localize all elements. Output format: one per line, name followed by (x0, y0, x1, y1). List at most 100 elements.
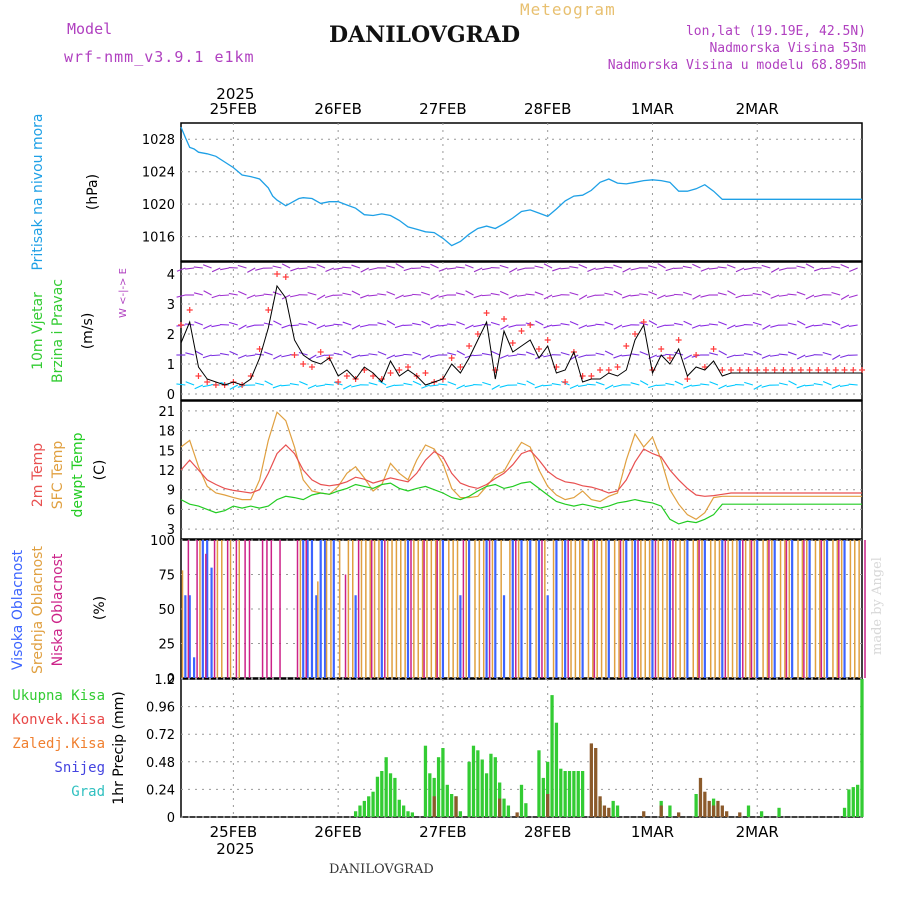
wind-barb (735, 267, 745, 273)
wind-barb (735, 324, 745, 328)
wind-barb (778, 353, 788, 356)
gust-marker (588, 373, 595, 379)
gust-marker (693, 352, 700, 358)
wind-barb (193, 266, 203, 269)
wind-barb (796, 384, 806, 389)
wind-barb (848, 294, 858, 299)
temp2m-line (180, 444, 862, 497)
temp-unit: (C) (92, 460, 108, 481)
wind-barb (849, 267, 858, 273)
wind-barb (394, 354, 404, 358)
total-precip-bar (393, 777, 397, 817)
wind-barb (421, 354, 431, 360)
wind-barb (587, 267, 596, 273)
gust-marker (614, 364, 621, 370)
wind-barb (229, 384, 239, 390)
x-tick-label-top: 2MAR (736, 100, 779, 118)
total-precip-bar (423, 745, 428, 817)
wind-barb (185, 267, 195, 270)
gust-marker (178, 322, 184, 328)
x-tick-label-bottom: 27FEB (419, 823, 466, 841)
wind-barb (368, 382, 378, 386)
wind-barb (359, 324, 369, 328)
wind-barb (717, 266, 727, 269)
wind-barb (761, 290, 771, 296)
wind-barb (368, 294, 378, 297)
wind-barb (316, 324, 326, 330)
wind-barb (700, 324, 710, 327)
wind-barb (255, 267, 265, 271)
low-cloud-axis-title: Niska Oblacnost (50, 553, 66, 666)
wind-barb (359, 354, 369, 357)
gust-marker (274, 271, 281, 277)
wind-barb (727, 324, 736, 330)
x-tick-label-bottom: 25FEB (210, 823, 257, 841)
total-precip-bar (476, 750, 480, 817)
wind-barb (430, 294, 439, 300)
wind-barb (377, 351, 387, 356)
total-precip-bar (362, 800, 366, 817)
wind-barb (273, 320, 282, 326)
wind-barb (543, 384, 553, 387)
wind-barb (744, 381, 754, 386)
wind-barb (500, 324, 509, 330)
wind-barb (272, 265, 282, 269)
wind-barb (412, 293, 422, 296)
wind-barb (516, 353, 526, 356)
conv-precip-bar (707, 800, 711, 817)
gust-marker (684, 376, 691, 382)
wind-barb (473, 354, 483, 357)
wind-barb (752, 321, 762, 326)
wind-barb (595, 352, 605, 356)
wind-barb (333, 267, 343, 270)
conv-precip-bar (659, 805, 663, 817)
wind-barb (727, 290, 736, 296)
model-name: wrf-nmm_v3.9.1 e1km (64, 48, 255, 66)
wind-barb (692, 294, 701, 300)
wind-barb (508, 294, 518, 299)
gust-marker (204, 379, 211, 385)
wind-barb (525, 351, 535, 356)
wind-barb (211, 294, 221, 299)
wind-barb (848, 324, 858, 327)
elevation-label: Nadmorska Visina 53m (709, 41, 866, 56)
x-tick-label-top: 26FEB (314, 100, 361, 118)
wind-barb (429, 324, 439, 329)
wind-barb (552, 267, 561, 272)
total-precip-bar (615, 805, 620, 817)
y-tick-label: 2 (167, 328, 175, 343)
gust-marker (396, 367, 403, 373)
conv-precip-bar (515, 812, 519, 817)
wind-barb (648, 291, 658, 296)
wind-barb (543, 324, 553, 329)
snow-label: Snijeg (54, 760, 105, 776)
wind-barb (447, 267, 457, 270)
wind-barb (324, 383, 334, 386)
wind-barb (281, 354, 291, 358)
wind-barb (456, 321, 465, 326)
y-tick-label: 25 (158, 638, 175, 653)
conv-precip-bar (589, 743, 593, 817)
gust-marker (370, 373, 377, 379)
wind-barb (247, 267, 256, 273)
pressure-panel-frame (180, 122, 863, 262)
total-precip-bar (371, 791, 375, 817)
wind-barb (220, 267, 230, 271)
wind-barb (272, 384, 282, 389)
wind-barb (726, 354, 736, 359)
wind-barb (491, 350, 500, 356)
gust-marker (405, 364, 411, 370)
wind-barb (395, 263, 404, 269)
gust-marker (719, 367, 726, 373)
gust-marker (736, 367, 743, 373)
wind-barb (202, 384, 212, 388)
conv-precip-bar (607, 807, 611, 817)
wind-barb (342, 350, 352, 356)
wind-barb (211, 354, 221, 357)
y-tick-label: 0 (167, 811, 175, 826)
wind-barb (264, 351, 273, 356)
wind-barb (665, 267, 675, 272)
wind-barb (639, 380, 649, 386)
wind-barb (753, 384, 762, 390)
x-tick-label-top: 27FEB (419, 100, 466, 118)
